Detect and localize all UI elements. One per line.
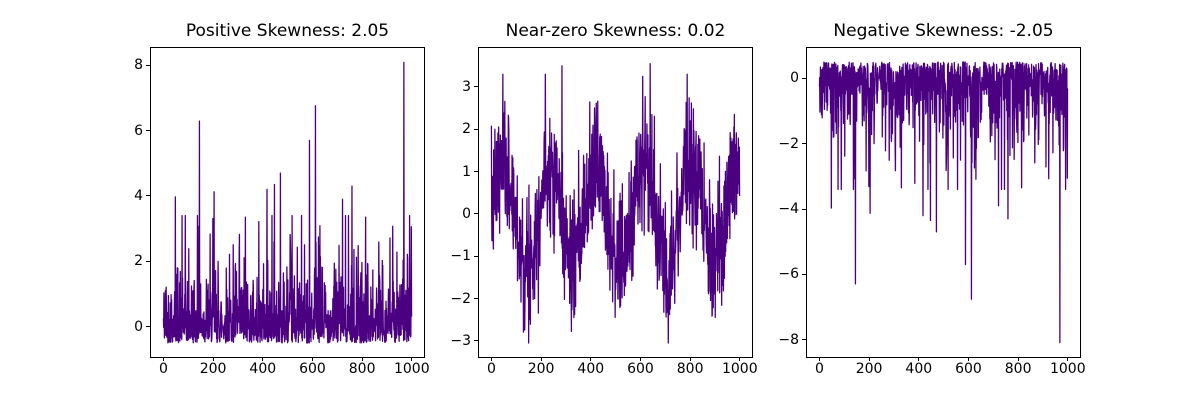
y-tick-mark: [802, 143, 806, 145]
y-tick-label: −4: [778, 201, 799, 218]
x-tick-label: 400: [249, 361, 277, 377]
y-tick-mark: [802, 273, 806, 275]
x-tick-label: 200: [855, 361, 883, 377]
y-tick-mark: [802, 339, 806, 341]
x-tick-mark: [262, 357, 264, 361]
x-tick-label: 800: [676, 361, 704, 377]
y-tick-label: −6: [778, 266, 799, 283]
x-tick-mark: [818, 357, 820, 361]
x-tick-mark: [639, 357, 641, 361]
subplot-3-series-line: [818, 61, 1069, 344]
x-tick-mark: [490, 357, 492, 361]
y-tick-mark: [146, 260, 150, 262]
y-tick-label: −3: [450, 332, 471, 349]
y-tick-label: 2: [462, 121, 471, 138]
x-tick-mark: [868, 357, 870, 361]
x-tick-mark: [162, 357, 164, 361]
y-tick-label: 6: [134, 122, 143, 139]
subplot-1-title: Positive Skewness: 2.05: [185, 21, 390, 41]
subplot-3-title: Negative Skewness: -2.05: [833, 21, 1054, 41]
x-tick-mark: [1067, 357, 1069, 361]
y-tick-label: 8: [134, 57, 143, 74]
y-tick-mark: [474, 171, 478, 173]
x-tick-label: 200: [199, 361, 227, 377]
x-tick-label: 600: [955, 361, 982, 377]
y-tick-mark: [146, 130, 150, 132]
y-tick-label: 3: [462, 78, 471, 95]
x-tick-label: 1000: [1049, 361, 1086, 377]
series-path: [818, 61, 1069, 344]
y-tick-mark: [146, 195, 150, 197]
x-tick-label: 800: [1004, 361, 1032, 377]
y-tick-mark: [474, 213, 478, 215]
subplot-1-series-line: [162, 61, 413, 344]
x-tick-mark: [540, 357, 542, 361]
x-tick-label: 1000: [721, 361, 758, 377]
x-tick-label: 0: [486, 361, 496, 377]
subplot-1-axes: Positive Skewness: 2.05 0 200 400 600 800 100…: [134, 21, 430, 377]
x-tick-mark: [918, 357, 920, 361]
x-tick-mark: [311, 357, 313, 361]
y-tick-label: −1: [450, 248, 471, 265]
x-tick-label: 1000: [393, 361, 430, 377]
x-tick-mark: [739, 357, 741, 361]
y-tick-mark: [474, 86, 478, 88]
x-tick-mark: [212, 357, 214, 361]
subplot-2-title: Near-zero Skewness: 0.02: [505, 21, 726, 41]
x-tick-label: 600: [299, 361, 326, 377]
x-tick-label: 0: [158, 361, 168, 377]
y-tick-label: −2: [778, 135, 799, 152]
subplot-2-series-line: [490, 63, 741, 344]
x-tick-mark: [689, 357, 691, 361]
y-tick-mark: [146, 64, 150, 66]
x-tick-mark: [411, 357, 413, 361]
x-tick-mark: [590, 357, 592, 361]
series-path: [490, 63, 741, 344]
x-tick-mark: [967, 357, 969, 361]
y-tick-label: 4: [134, 187, 143, 204]
x-tick-mark: [361, 357, 363, 361]
x-tick-label: 0: [814, 361, 824, 377]
y-tick-label: 1: [462, 163, 471, 180]
series-path: [162, 61, 413, 344]
x-tick-label: 200: [527, 361, 555, 377]
x-tick-label: 400: [577, 361, 605, 377]
y-tick-mark: [474, 340, 478, 342]
x-tick-label: 400: [905, 361, 933, 377]
y-tick-label: 0: [462, 205, 471, 222]
y-tick-label: 2: [134, 253, 143, 270]
y-tick-mark: [474, 128, 478, 130]
y-tick-mark: [802, 208, 806, 210]
y-tick-label: −2: [450, 290, 471, 307]
y-tick-mark: [474, 298, 478, 300]
y-tick-label: 0: [790, 70, 799, 87]
x-tick-mark: [1017, 357, 1019, 361]
x-tick-label: 800: [348, 361, 376, 377]
y-tick-mark: [802, 77, 806, 79]
subplot-2-axes: Near-zero Skewness: 0.02 0 200 400 600 800 10…: [450, 21, 757, 377]
y-tick-label: −8: [778, 331, 799, 348]
subplot-3-axes: Negative Skewness: -2.05 0 200 400 600 800 10…: [778, 21, 1085, 377]
x-tick-label: 600: [627, 361, 654, 377]
y-tick-mark: [474, 255, 478, 257]
y-tick-mark: [146, 326, 150, 328]
y-tick-label: 0: [134, 318, 143, 335]
